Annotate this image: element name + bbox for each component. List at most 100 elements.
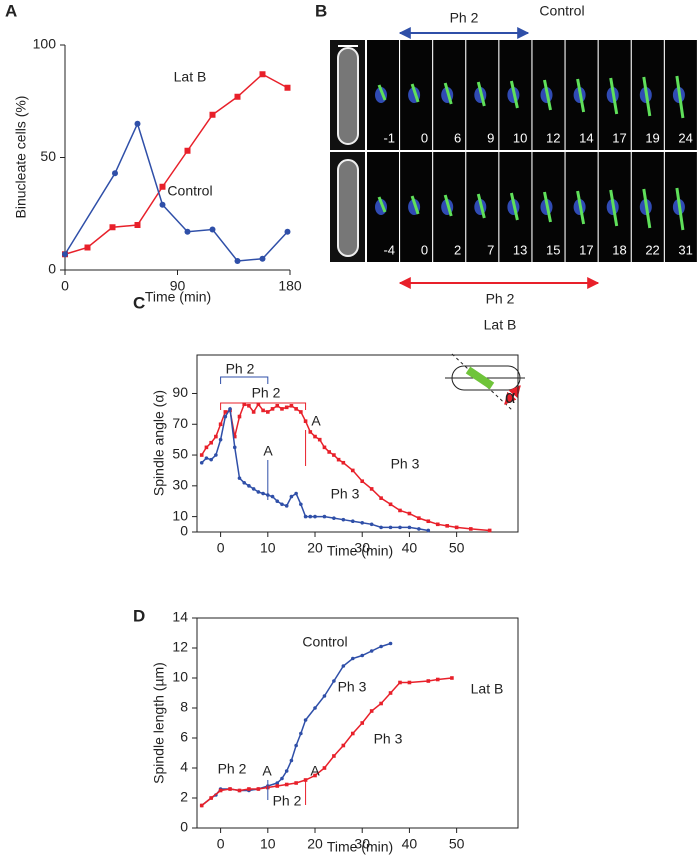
- spindle-signal: [509, 192, 519, 221]
- data-point: [407, 511, 412, 516]
- data-point: [450, 676, 454, 680]
- data-point: [299, 731, 303, 736]
- y-tick-label: 2: [180, 789, 188, 805]
- annotation: Ph 2: [252, 385, 281, 401]
- data-point: [266, 410, 270, 414]
- data-point: [322, 445, 327, 450]
- time-label: 13: [513, 242, 527, 257]
- series-label: Control: [302, 634, 347, 650]
- data-point: [209, 796, 213, 800]
- data-point: [259, 255, 266, 262]
- data-point: [228, 787, 232, 791]
- data-point: [322, 766, 327, 770]
- time-label: 2: [454, 242, 461, 257]
- data-point: [332, 453, 336, 457]
- data-point: [360, 721, 365, 725]
- data-point: [199, 803, 204, 808]
- x-tick-label: 10: [260, 836, 276, 852]
- spindle-signal: [377, 84, 387, 101]
- data-point: [332, 679, 336, 683]
- x-tick-label: 40: [402, 836, 418, 852]
- data-point: [360, 520, 365, 525]
- data-point: [379, 496, 383, 500]
- data-point: [360, 479, 365, 484]
- data-point: [369, 649, 374, 653]
- y-tick-label: 0: [180, 819, 188, 835]
- data-point: [350, 656, 355, 661]
- data-point: [417, 527, 421, 531]
- data-point: [280, 776, 284, 781]
- alpha-symbol: α: [505, 387, 515, 407]
- x-tick-label: 10: [260, 540, 276, 556]
- data-point: [134, 120, 141, 127]
- data-point: [407, 680, 412, 685]
- data-point: [332, 754, 336, 758]
- data-point: [426, 679, 431, 683]
- data-point: [341, 664, 346, 668]
- time-label: 17: [579, 242, 593, 257]
- data-point: [261, 408, 265, 413]
- time-label: 6: [454, 130, 461, 145]
- data-point: [251, 487, 256, 491]
- data-point: [369, 709, 374, 713]
- data-point: [468, 527, 473, 531]
- data-point: [388, 525, 393, 530]
- x-tick-label: 30: [354, 540, 370, 556]
- data-point: [398, 525, 402, 530]
- data-point: [303, 514, 308, 519]
- series-line: [201, 402, 490, 532]
- data-point: [256, 402, 261, 407]
- data-point: [294, 743, 298, 748]
- annotation: Ph 2: [226, 361, 255, 377]
- spindle-signal: [410, 83, 420, 103]
- data-point: [426, 519, 431, 524]
- spindle-signal: [377, 196, 387, 213]
- data-point: [214, 434, 218, 439]
- data-point: [341, 517, 346, 522]
- series-label: Lat B: [174, 69, 207, 85]
- spindle-signal: [609, 77, 619, 115]
- data-point: [234, 93, 241, 100]
- data-point: [275, 784, 280, 788]
- annotation: Ph 3: [331, 486, 360, 502]
- data-point: [299, 502, 303, 507]
- data-point: [184, 228, 191, 235]
- data-point: [275, 403, 280, 408]
- data-point: [242, 480, 247, 485]
- data-point: [487, 528, 492, 533]
- y-tick-label: 90: [172, 384, 188, 400]
- data-point: [247, 484, 251, 488]
- time-label: 0: [421, 242, 428, 257]
- data-point: [360, 653, 365, 658]
- annotation: A: [262, 763, 272, 779]
- cell-outline: [337, 159, 359, 257]
- y-axis-label: Spindle angle (α): [151, 390, 167, 496]
- spindle-signal: [576, 78, 586, 113]
- data-point: [237, 414, 242, 419]
- inset-diagram: α: [445, 353, 525, 411]
- phase-label: Ph 2: [486, 291, 515, 307]
- x-tick-label: 180: [278, 278, 302, 294]
- data-point: [256, 490, 261, 494]
- data-point: [327, 450, 331, 454]
- data-point: [228, 407, 232, 411]
- data-point: [350, 468, 355, 473]
- y-tick-label: 14: [172, 609, 188, 625]
- data-point: [322, 694, 327, 698]
- x-tick-label: 30: [354, 836, 370, 852]
- spindle-signal: [543, 191, 552, 223]
- data-point: [209, 111, 216, 118]
- time-label: 12: [546, 130, 560, 145]
- data-point: [199, 453, 204, 457]
- data-point: [369, 487, 374, 491]
- plot-frame: [196, 354, 519, 533]
- y-tick-label: 10: [172, 669, 188, 685]
- data-point: [379, 644, 383, 649]
- data-point: [289, 403, 294, 408]
- data-point: [209, 457, 213, 462]
- data-point: [159, 183, 166, 190]
- panel-label: B: [315, 1, 327, 20]
- data-point: [84, 244, 91, 251]
- y-tick-label: 12: [172, 639, 188, 655]
